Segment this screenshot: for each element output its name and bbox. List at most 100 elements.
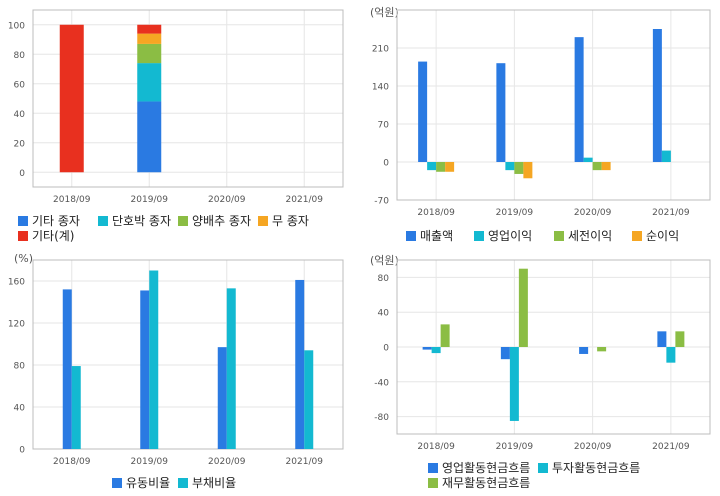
y-tick-label: 80 [14, 51, 26, 61]
bar [574, 37, 584, 163]
x-tick-label: 2018/09 [417, 208, 455, 218]
bar [601, 162, 611, 171]
plot-frame [32, 259, 344, 450]
bar [657, 331, 667, 347]
plot-frame [396, 9, 711, 201]
legend-swatch [98, 216, 108, 226]
x-tick-label: 2021/09 [286, 195, 324, 205]
legend-swatch [428, 478, 438, 488]
y-tick-label: -70 [374, 197, 389, 207]
bar [514, 162, 524, 174]
bar [304, 350, 314, 449]
ratio-chart: 0 40 80 120 160 2018/09 2019/09 2020/09 2021/09 [8, 259, 344, 467]
x-tick-label: 2018/09 [417, 442, 455, 452]
bar [445, 162, 455, 172]
bar [509, 347, 519, 421]
y-tick-label: 100 [8, 21, 25, 31]
x-tick-label: 2019/09 [131, 195, 169, 205]
bar [583, 157, 593, 162]
x-tick-label: 2019/09 [496, 208, 534, 218]
y-tick-label: 40 [14, 404, 26, 414]
plot-frame [396, 259, 711, 435]
legend-item[interactable]: 단호박 종자 [98, 214, 171, 229]
bar [597, 347, 607, 352]
income-chart: -70 0 70 140 210 2018/09 2019/09 2020/09 2021/09 [372, 9, 711, 218]
composition-chart: 0 20 40 60 80 100 2018/09 2019/09 2020/09 2021/09 [8, 9, 344, 205]
bar [500, 347, 510, 360]
legend-swatch [406, 231, 416, 241]
y-tick-label: -40 [374, 378, 389, 388]
y-tick-label: 0 [19, 446, 25, 456]
legend-item[interactable]: 기타 종자 [18, 214, 80, 229]
legend-swatch [554, 231, 564, 241]
y-tick-label: 120 [8, 320, 25, 330]
chart-panel-income: (억원) -70 0 70 140 210 2018/09 2019/09 2020/09 20… [360, 0, 720, 248]
x-tick-label: 2021/09 [652, 208, 690, 218]
legend-swatch [178, 216, 188, 226]
legend-swatch [428, 463, 438, 473]
legend-swatch [632, 231, 642, 241]
unit-label: (%) [14, 252, 34, 265]
legend-swatch [18, 231, 28, 241]
bar [62, 289, 72, 449]
legend-item[interactable]: 부채비율 [178, 476, 236, 491]
x-tick-label: 2018/09 [53, 195, 91, 205]
legend-item[interactable]: 재무활동현금흐름 [428, 476, 530, 491]
bar [137, 33, 162, 44]
y-tick-label: 210 [372, 45, 389, 55]
y-tick-label: 140 [372, 83, 389, 93]
bar [518, 268, 528, 347]
legend-item[interactable]: 영업활동현금흐름 [428, 461, 530, 476]
legend-item[interactable]: 유동비율 [112, 476, 170, 491]
x-tick-label: 2020/09 [208, 457, 246, 467]
y-tick-label: 160 [8, 278, 25, 288]
bar [71, 366, 81, 449]
y-tick-label: 20 [14, 139, 26, 149]
bar [675, 331, 685, 347]
chart-panel-ratios: (%) 0 40 80 120 160 2018/09 2019/09 2020/09 2021… [0, 248, 360, 496]
legend: 기타 종자 단호박 종자 양배추 종자 무 종자 기타(계) [18, 214, 358, 248]
bar [422, 347, 432, 350]
y-tick-label: 40 [378, 309, 390, 319]
chart-panel-cashflow: (억원) -80 -40 0 40 80 2018/09 2019/09 2020/09 202… [360, 248, 720, 496]
bar [523, 162, 533, 179]
legend-item[interactable]: 세전이익 [554, 229, 612, 244]
y-tick-label: 60 [14, 80, 26, 90]
bar [418, 61, 428, 163]
cashflow-chart: -80 -40 0 40 80 2018/09 2019/09 2020/09 2021/09 [374, 259, 711, 452]
bar [440, 324, 450, 347]
legend-item[interactable]: 영업이익 [474, 229, 532, 244]
x-tick-label: 2018/09 [53, 457, 91, 467]
bar [137, 24, 162, 34]
legend-item[interactable]: 투자활동현금흐름 [538, 461, 640, 476]
bar [149, 270, 159, 449]
unit-label: (억원) [370, 254, 399, 267]
x-tick-label: 2020/09 [574, 208, 612, 218]
bar [137, 101, 162, 173]
bar [140, 290, 150, 449]
bar [59, 24, 84, 173]
legend-item[interactable]: 양배추 종자 [178, 214, 251, 229]
bar [652, 29, 662, 162]
chart-panel-composition: 0 20 40 60 80 100 2018/09 2019/09 2020/09 2021/09… [0, 0, 360, 248]
y-tick-label: 80 [14, 362, 26, 372]
bar [496, 63, 506, 163]
legend: 유동비율 부채비율 [112, 476, 332, 492]
bar [217, 347, 227, 449]
y-tick-label: -80 [374, 413, 389, 423]
bar [431, 347, 441, 354]
bar [592, 162, 602, 171]
legend-swatch [258, 216, 268, 226]
legend-swatch [112, 478, 122, 488]
bar [137, 43, 162, 64]
legend-item[interactable]: 매출액 [406, 229, 453, 244]
legend-swatch [18, 216, 28, 226]
legend-item[interactable]: 무 종자 [258, 214, 309, 229]
bar [505, 162, 515, 171]
legend-swatch [474, 231, 484, 241]
legend-item[interactable]: 기타(계) [18, 229, 74, 244]
x-tick-label: 2021/09 [652, 442, 690, 452]
x-tick-label: 2020/09 [574, 442, 612, 452]
bar [427, 162, 437, 171]
legend-item[interactable]: 순이익 [632, 229, 679, 244]
